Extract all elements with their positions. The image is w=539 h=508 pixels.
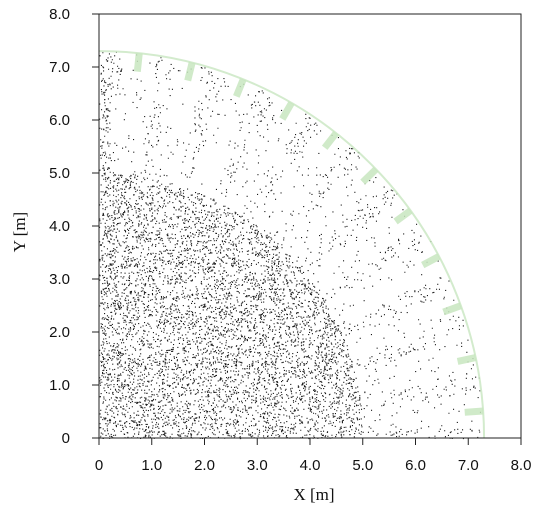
x-tick-label: 2.0 xyxy=(194,457,215,474)
y-tick-label: 8.0 xyxy=(49,6,70,23)
rim-band-marker xyxy=(421,253,441,269)
x-tick-label: 6.0 xyxy=(405,457,426,474)
y-tick-label: 0 xyxy=(62,430,70,447)
x-tick-label: 4.0 xyxy=(300,457,321,474)
rim-band-marker xyxy=(360,166,379,185)
rim-band-marker xyxy=(133,52,143,73)
y-tick-label: 6.0 xyxy=(49,112,70,129)
y-tick-label: 4.0 xyxy=(49,218,70,235)
rim-band-marker xyxy=(233,77,247,98)
y-tick-label: 1.0 xyxy=(49,377,70,394)
x-tick-label: 1.0 xyxy=(141,457,162,474)
y-tick-label: 3.0 xyxy=(49,271,70,288)
x-tick-label: 8.0 xyxy=(511,457,532,474)
rim-markers xyxy=(98,50,486,439)
x-tick-label: 5.0 xyxy=(352,457,373,474)
rim-band-marker xyxy=(456,354,477,365)
y-axis-label: Y [m] xyxy=(10,212,29,252)
rim-band-marker xyxy=(321,130,339,150)
x-tick-label: 7.0 xyxy=(458,457,479,474)
y-tick-label: 2.0 xyxy=(49,324,70,341)
rim-band-marker xyxy=(184,61,196,82)
rim-band-marker xyxy=(442,302,463,316)
y-tick-label: 7.0 xyxy=(49,59,70,76)
rim-band-marker xyxy=(464,407,484,416)
y-axis: 0 1.0 2.0 3.0 4.0 5.0 6.0 7.0 8.0 xyxy=(49,6,99,447)
x-axis: 0 1.0 2.0 3.0 4.0 5.0 6.0 7.0 8.0 xyxy=(95,438,532,474)
x-axis-label: X [m] xyxy=(293,485,334,504)
y-tick-label: 5.0 xyxy=(49,165,70,182)
x-tick-label: 0 xyxy=(95,457,103,474)
x-tick-label: 3.0 xyxy=(247,457,268,474)
outer-rim xyxy=(98,50,486,439)
rim-band-marker xyxy=(279,101,295,121)
rim-band-marker xyxy=(393,207,413,225)
